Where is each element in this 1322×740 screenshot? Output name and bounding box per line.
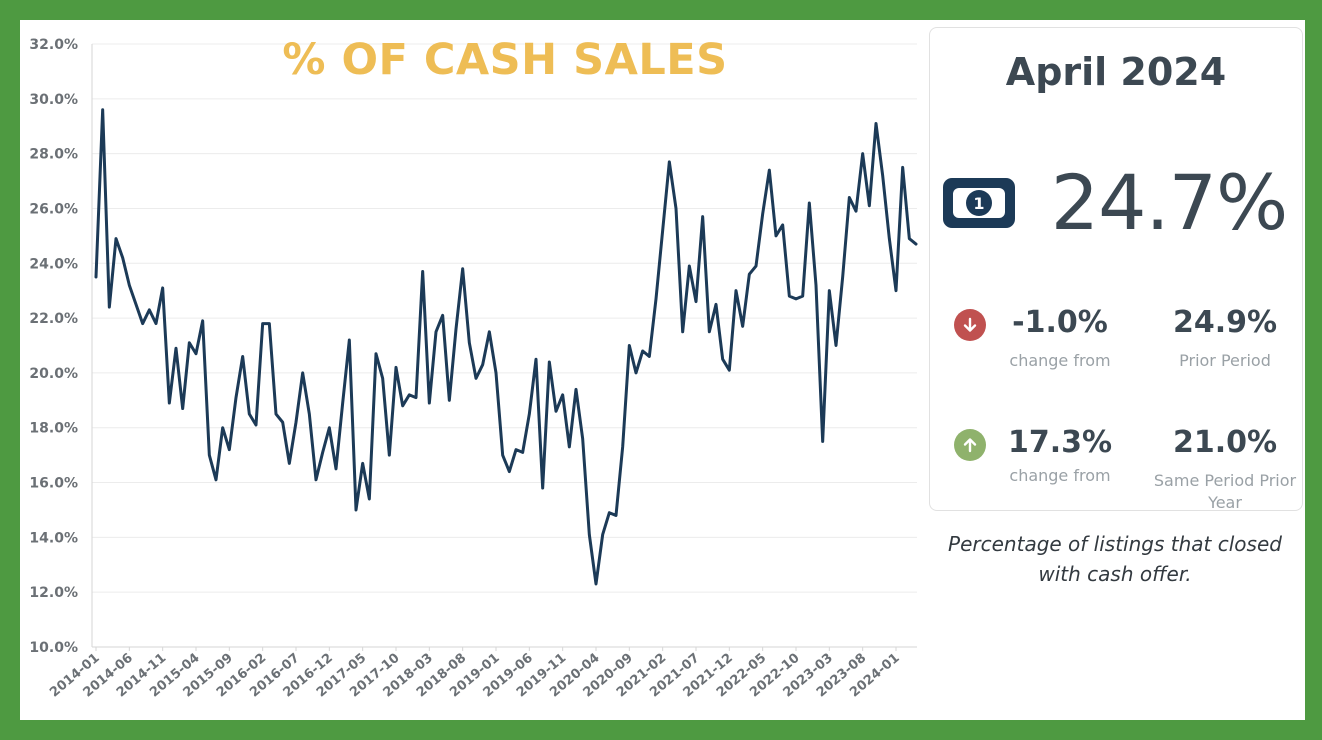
arrow-down-icon [954,309,986,341]
series-line [94,108,918,586]
prior-period-change: -1.0% [1012,305,1108,340]
prior-year-change: 17.3% [1007,425,1113,460]
prior-year-label: Same Period Prior Year [1153,471,1297,512]
current-value: 24.7% [1050,158,1288,247]
prior-period-label: Prior Period [1179,351,1271,370]
cash-bill-icon: 1 [943,178,1015,228]
y-tick-label: 30.0% [29,92,78,108]
arrow-up-icon [954,429,986,461]
y-tick-label: 10.0% [29,640,78,656]
chart-title: % OF CASH SALES [282,35,728,85]
y-tick-label: 24.0% [29,256,78,272]
y-tick-label: 16.0% [29,476,78,492]
y-tick-label: 12.0% [29,585,78,601]
y-tick-label: 20.0% [29,366,78,382]
y-tick-label: 28.0% [29,147,78,163]
y-tick-label: 14.0% [29,530,78,546]
summary-card: April 2024 1 24.7% -1.0% change from 24.… [929,27,1303,512]
content-panel: 10.0% 12.0% 14.0% 16.0% 18.0% 20.0% 22.0% 24.0%… [20,20,1305,720]
caption: Percentage of listings that closed with … [948,532,1282,586]
period-label: April 2024 [1005,50,1227,94]
prior-period-change-label: change from [1009,351,1111,370]
y-tick-label: 26.0% [29,201,78,217]
prior-year-change-label: change from [1009,466,1111,485]
svg-text:1: 1 [973,194,984,213]
prior-year-value: 21.0% [1172,425,1278,460]
y-tick-label: 32.0% [29,37,78,53]
prior-period-value: 24.9% [1172,305,1278,340]
y-tick-label: 22.0% [29,311,78,327]
y-tick-label: 18.0% [29,421,78,437]
line-chart: 10.0% 12.0% 14.0% 16.0% 18.0% 20.0% 22.0% 24.0%… [29,37,918,700]
